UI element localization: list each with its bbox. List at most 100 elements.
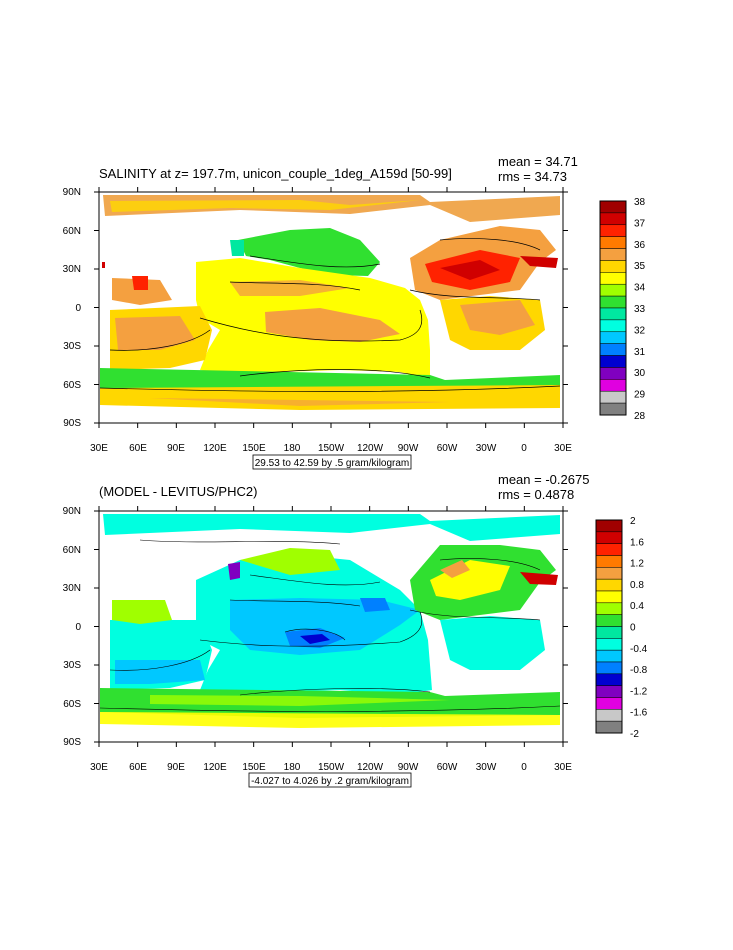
colorbar-label: -1.6 xyxy=(630,708,648,719)
panel1-ytick-90n: 90N xyxy=(63,187,81,198)
colorbar-swatch xyxy=(595,661,623,675)
colorbar-swatch xyxy=(595,555,623,568)
panel2-ytick-0: 0 xyxy=(75,622,81,633)
panel1-xtick: 30E xyxy=(90,443,108,454)
colorbar-swatch xyxy=(595,567,623,580)
panel2-xtick: 0 xyxy=(521,762,527,773)
colorbar-swatch xyxy=(595,626,623,639)
colorbar-swatch xyxy=(599,248,627,261)
panel2-xtick: 30W xyxy=(476,762,497,773)
colorbar-swatch xyxy=(595,543,623,556)
panel1-xtick: 30E xyxy=(554,443,572,454)
colorbar-swatch xyxy=(599,200,627,214)
panel2-xtick: 120W xyxy=(357,762,384,773)
panel2-xtick: 180 xyxy=(284,762,301,773)
panel1-y-axis: 90N 60N 30N 0 30S 60S 90S xyxy=(63,187,82,429)
colorbar-swatch xyxy=(599,343,627,356)
panel2-ytick-60n: 60N xyxy=(63,545,81,556)
panel1-map xyxy=(99,192,563,423)
colorbar-swatch xyxy=(595,673,623,686)
colorbar-swatch xyxy=(595,519,623,533)
panel-salinity: SALINITY at z= 197.7m, unicon_couple_1de… xyxy=(63,154,646,470)
panel2-ytick-30s: 30S xyxy=(63,660,81,671)
panel1-xtick: 120W xyxy=(357,443,384,454)
panel1-x-axis: 30E 60E 90E 120E 150E 180 150W 120W 90W … xyxy=(90,443,572,454)
colorbar-swatch xyxy=(599,224,627,237)
panel1-xtick: 90W xyxy=(398,443,419,454)
colorbar-label: 37 xyxy=(634,218,646,229)
panel1-xtick: 90E xyxy=(167,443,185,454)
panel2-xtick: 30E xyxy=(90,762,108,773)
panel1-ytick-0: 0 xyxy=(75,303,81,314)
colorbar-swatch xyxy=(599,295,627,309)
panel2-x-axis: 30E 60E 90E 120E 150E 180 150W 120W 90W … xyxy=(90,762,572,773)
north-pacific-region xyxy=(238,228,380,276)
colorbar-swatch xyxy=(599,319,627,333)
colorbar-label: 35 xyxy=(634,261,646,272)
colorbar-swatch xyxy=(599,307,627,321)
panel2-title: (MODEL - LEVITUS/PHC2) xyxy=(99,484,257,499)
panel2-contour-info-box xyxy=(248,772,412,788)
colorbar-label: 30 xyxy=(634,368,646,379)
colorbar-label: 38 xyxy=(634,197,646,208)
panel1-rms: rms = 34.73 xyxy=(498,169,567,184)
colorbar-label: 34 xyxy=(634,283,646,294)
colorbar-swatch xyxy=(595,590,623,604)
panel2-xtick: 30E xyxy=(554,762,572,773)
colorbar-swatch xyxy=(599,236,627,249)
panel2-xtick: 90W xyxy=(398,762,419,773)
panel1-xtick: 60W xyxy=(437,443,458,454)
panel2-xtick: 120E xyxy=(203,762,227,773)
arctic-region xyxy=(103,514,560,541)
panel1-tick-marks xyxy=(94,187,568,428)
colorbar-swatch xyxy=(599,272,627,285)
colorbar-swatch xyxy=(595,697,623,710)
panel1-xtick: 150E xyxy=(242,443,266,454)
colorbar-label: 32 xyxy=(634,325,646,336)
colorbar-swatch xyxy=(595,649,623,663)
panel1-ytick-90s: 90S xyxy=(63,418,81,429)
colorbar-swatch xyxy=(595,614,623,627)
colorbar-swatch xyxy=(599,283,627,297)
colorbar-swatch xyxy=(595,685,623,698)
panel2-xtick: 60E xyxy=(129,762,147,773)
panel1-xtick: 0 xyxy=(521,443,527,454)
colorbar-swatch xyxy=(595,709,623,722)
panel1-contour-info-box xyxy=(252,454,412,470)
panel2-y-axis: 90N 60N 30N 0 30S 60S 90S xyxy=(63,506,82,748)
colorbar-frame xyxy=(599,200,627,416)
colorbar-swatch xyxy=(595,578,623,592)
colorbar-swatch xyxy=(599,379,627,392)
colorbar-swatch xyxy=(595,638,623,651)
panel2-mean: mean = -0.2675 xyxy=(498,472,589,487)
panel2-rms: rms = 0.4878 xyxy=(498,487,574,502)
colorbar-label: -1.2 xyxy=(630,686,648,697)
colorbar-label: -0.4 xyxy=(630,644,648,655)
colorbar-label: 2 xyxy=(630,516,636,527)
panel1-contour-info: 29.53 to 42.59 by .5 gram/kilogram xyxy=(255,458,410,469)
colorbar-label: -0.8 xyxy=(630,665,648,676)
panel1-colorbar: 38 37 36 35 34 33 32 31 30 29 28 xyxy=(599,197,646,422)
colorbar-label: 29 xyxy=(634,390,646,401)
colorbar-label: 0.8 xyxy=(630,580,644,591)
colorbar-label: 36 xyxy=(634,240,646,251)
colorbar-swatch xyxy=(599,260,627,273)
panel2-ytick-60s: 60S xyxy=(63,699,81,710)
panel2-xtick: 60W xyxy=(437,762,458,773)
panel1-xtick: 180 xyxy=(284,443,301,454)
colorbar-label: 1.2 xyxy=(630,559,644,570)
colorbar-swatch xyxy=(599,331,627,344)
colorbar-label: 0.4 xyxy=(630,601,644,612)
colorbar-label: 28 xyxy=(634,411,646,422)
panel2-ytick-90s: 90S xyxy=(63,737,81,748)
panel-difference: (MODEL - LEVITUS/PHC2) mean = -0.2675 rm… xyxy=(63,472,648,788)
panel2-xtick: 150W xyxy=(318,762,345,773)
panel2-tick-marks xyxy=(94,506,568,747)
panel1-ytick-60n: 60N xyxy=(63,226,81,237)
panel2-contour-info: -4.027 to 4.026 by .2 gram/kilogram xyxy=(251,776,409,787)
panel1-ytick-30s: 30S xyxy=(63,341,81,352)
panel1-ytick-60s: 60S xyxy=(63,380,81,391)
colorbar-label: 33 xyxy=(634,304,646,315)
panel1-ytick-30n: 30N xyxy=(63,264,81,275)
